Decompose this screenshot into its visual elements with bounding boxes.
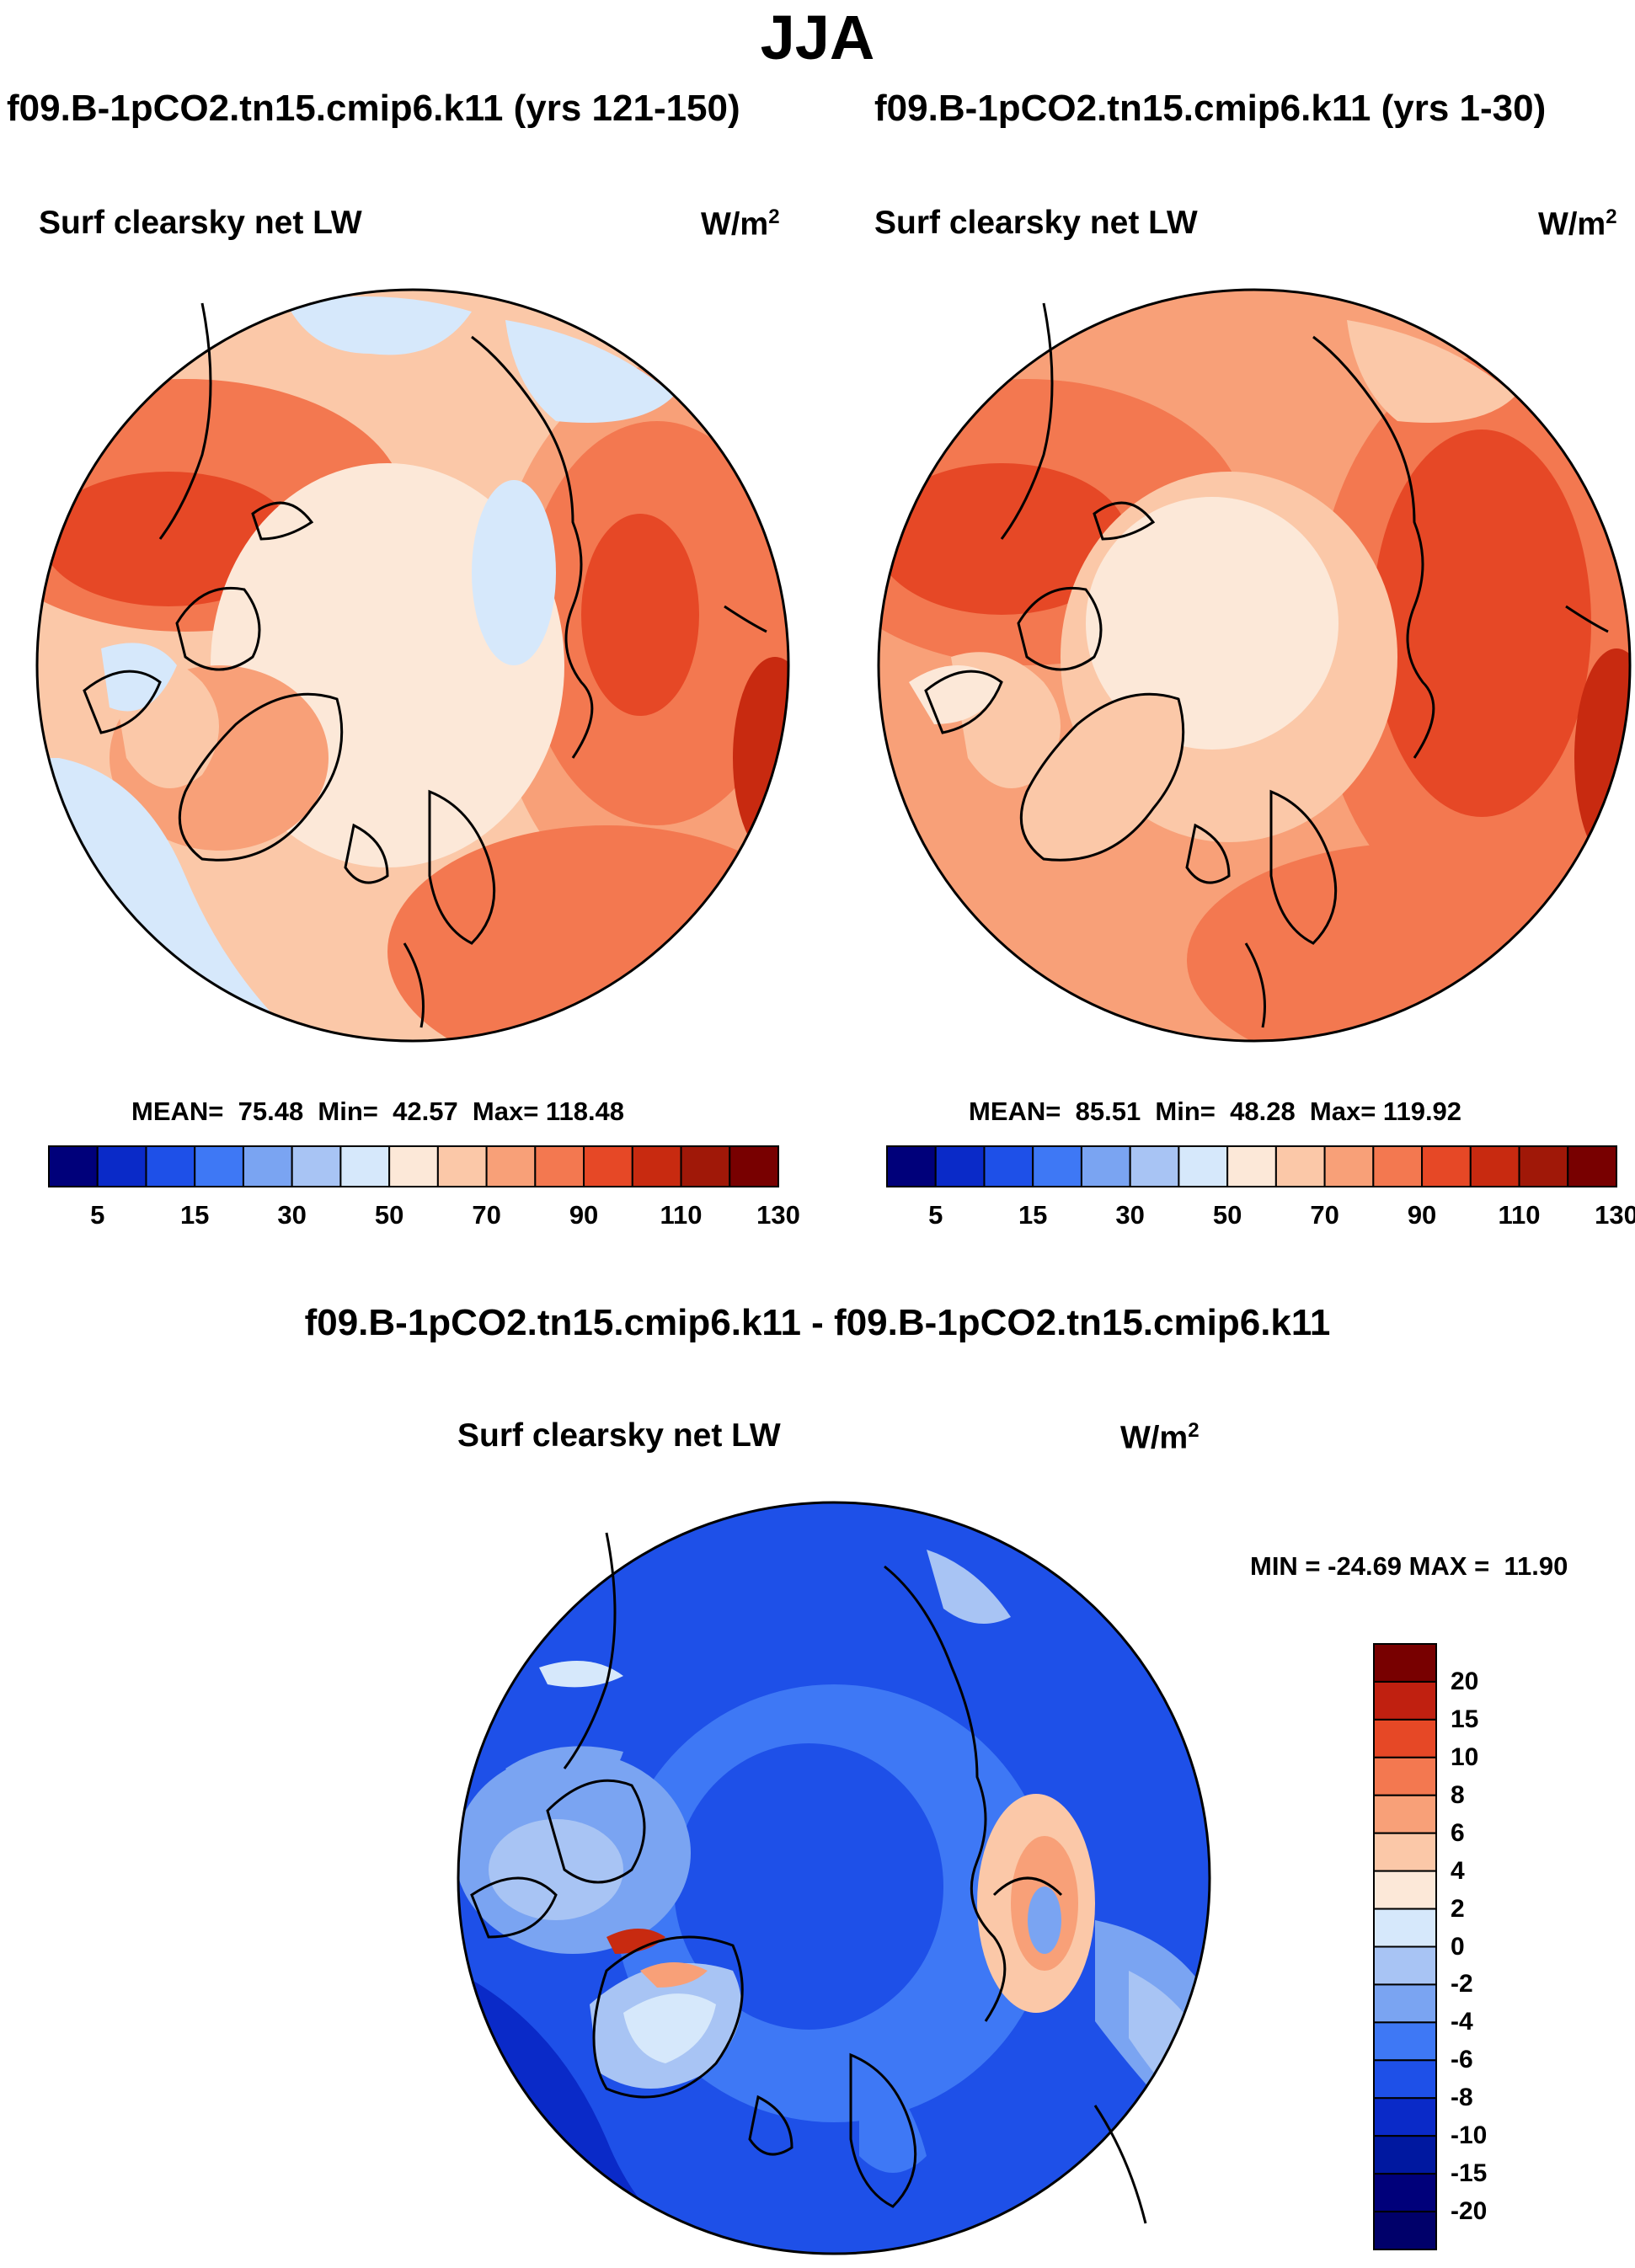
panel-1-colorbar-tick-label: 130 <box>756 1200 800 1230</box>
diff-colorbar-swatch <box>1373 1718 1437 1758</box>
panel-1-colorbar-swatch <box>729 1145 779 1187</box>
panel-2-colorbar-tick-label: 5 <box>928 1200 943 1230</box>
panel-1-colorbar-swatch <box>680 1145 731 1187</box>
panel-2-colorbar-tick-label: 130 <box>1595 1200 1635 1230</box>
panel-2-colorbar-swatch <box>934 1145 986 1187</box>
panel-1-colorbar-swatch <box>48 1145 99 1187</box>
panel-1-colorbar-tick-label: 15 <box>179 1200 210 1230</box>
panel-2-map <box>877 288 1632 1043</box>
panel-1-case-title: f09.B-1pCO2.tn15.cmip6.k11 (yrs 121-150) <box>7 88 740 129</box>
diff-colorbar <box>1373 1643 1437 2250</box>
panel-2-colorbar-swatch <box>886 1145 937 1187</box>
panel-2-stats: MEAN= 85.51 Min= 48.28 Max= 119.92 <box>969 1097 1462 1126</box>
panel-1-colorbar-swatch <box>436 1145 488 1187</box>
panel-2-colorbar-swatch <box>1469 1145 1520 1187</box>
panel-1-colorbar-tick-label: 50 <box>374 1200 404 1230</box>
panel-2-colorbar-swatch <box>983 1145 1034 1187</box>
diff-colorbar-swatch <box>1373 1832 1437 1872</box>
diff-variable-label: Surf clearsky net LW <box>457 1417 781 1454</box>
panel-1-colorbar-swatch <box>534 1145 585 1187</box>
diff-colorbar-swatch <box>1373 1794 1437 1834</box>
diff-colorbar-tick-label: -20 <box>1451 2197 1488 2226</box>
diff-colorbar-swatch <box>1373 1983 1437 2024</box>
diff-colorbar-swatch <box>1373 1756 1437 1796</box>
panel-1-colorbar-swatch <box>583 1145 633 1187</box>
diff-colorbar-tick-label: -15 <box>1451 2159 1488 2188</box>
diff-colorbar-swatch <box>1373 1908 1437 1948</box>
panel-2-colorbar <box>886 1145 1617 1187</box>
diff-colorbar-swatch <box>1373 2135 1437 2175</box>
diff-colorbar-tick-label: 2 <box>1451 1894 1465 1923</box>
diff-case-title: f09.B-1pCO2.tn15.cmip6.k11 - f09.B-1pCO2… <box>304 1302 1331 1343</box>
figure-title: JJA <box>760 3 875 72</box>
diff-units-label: W/m2 <box>1120 1419 1200 1456</box>
panel-2-colorbar-swatch <box>1226 1145 1277 1187</box>
panel-1-stats: MEAN= 75.48 Min= 42.57 Max= 118.48 <box>131 1097 625 1126</box>
diff-colorbar-tick-label: -8 <box>1451 2084 1473 2112</box>
panel-1-colorbar-swatch <box>194 1145 244 1187</box>
panel-1-colorbar-swatch <box>96 1145 147 1187</box>
diff-colorbar-tick-label: 6 <box>1451 1818 1465 1847</box>
panel-2-colorbar-swatch <box>1178 1145 1229 1187</box>
panel-2-variable-label: Surf clearsky net LW <box>874 205 1198 241</box>
diff-colorbar-tick-label: 8 <box>1451 1780 1465 1809</box>
panel-2-colorbar-swatch <box>1080 1145 1131 1187</box>
panel-2-colorbar-swatch <box>1323 1145 1375 1187</box>
panel-2-colorbar-swatch <box>1567 1145 1617 1187</box>
panel-1-colorbar-swatch <box>388 1145 439 1187</box>
diff-colorbar-swatch <box>1373 2211 1437 2250</box>
panel-1-colorbar-tick-label: 5 <box>90 1200 105 1230</box>
panel-2-colorbar-swatch <box>1518 1145 1569 1187</box>
panel-2-colorbar-swatch <box>1421 1145 1472 1187</box>
panel-1-map <box>35 288 790 1043</box>
diff-colorbar-swatch <box>1373 1945 1437 1986</box>
diff-colorbar-swatch <box>1373 1643 1437 1683</box>
diff-colorbar-tick-label: 10 <box>1451 1742 1479 1771</box>
diff-colorbar-swatch <box>1373 2173 1437 2213</box>
panel-1-colorbar-swatch <box>145 1145 196 1187</box>
panel-1-colorbar-tick-label: 110 <box>660 1200 703 1230</box>
diff-colorbar-tick-label: -2 <box>1451 1970 1473 1999</box>
diff-colorbar-tick-label: -6 <box>1451 2046 1473 2074</box>
panel-2-colorbar-tick-label: 50 <box>1212 1200 1242 1230</box>
diff-colorbar-swatch <box>1373 1870 1437 1910</box>
panel-2-colorbar-ticks: 5 15 30 50 70 90 110 130 <box>887 1200 1635 1234</box>
panel-2-colorbar-tick-label: 110 <box>1498 1200 1541 1230</box>
diff-colorbar-tick-label: 4 <box>1451 1856 1465 1885</box>
panel-1-colorbar-swatch <box>631 1145 682 1187</box>
panel-1-units-label: W/m2 <box>701 205 780 243</box>
diff-colorbar-swatch <box>1373 2059 1437 2100</box>
panel-1-variable-label: Surf clearsky net LW <box>39 205 362 241</box>
diff-colorbar-tick-label: 0 <box>1451 1932 1465 1961</box>
diff-colorbar-tick-label: -10 <box>1451 2121 1488 2150</box>
diff-colorbar-swatch <box>1373 2021 1437 2062</box>
panel-2-colorbar-swatch <box>1372 1145 1424 1187</box>
panel-1-colorbar-swatch <box>242 1145 293 1187</box>
panel-1-colorbar-tick-label: 90 <box>569 1200 599 1230</box>
panel-2-units-label: W/m2 <box>1538 205 1617 243</box>
panel-2-colorbar-tick-label: 90 <box>1407 1200 1437 1230</box>
diff-colorbar-ticks: 20 15 10 8 6 4 2 0 -2 -4 -6 -8 -10 -15 -20 <box>1451 1644 1518 2249</box>
diff-colorbar-swatch <box>1373 1680 1437 1721</box>
diff-map <box>457 1501 1211 2255</box>
diff-stats: MIN = -24.69 MAX = 11.90 <box>1250 1551 1568 1581</box>
panel-2-colorbar-swatch <box>1129 1145 1180 1187</box>
panel-1-colorbar-swatch <box>485 1145 537 1187</box>
panel-1-colorbar-tick-label: 70 <box>472 1200 501 1230</box>
panel-1-colorbar-swatch <box>339 1145 391 1187</box>
panel-2-colorbar-tick-label: 15 <box>1018 1200 1048 1230</box>
panel-1-colorbar <box>48 1145 779 1187</box>
diff-colorbar-tick-label: 20 <box>1451 1667 1479 1695</box>
panel-2-colorbar-tick-label: 70 <box>1310 1200 1339 1230</box>
diff-colorbar-tick-label: 15 <box>1451 1705 1479 1733</box>
panel-2-colorbar-swatch <box>1274 1145 1326 1187</box>
panel-1-colorbar-swatch <box>291 1145 342 1187</box>
diff-colorbar-swatch <box>1373 2097 1437 2137</box>
panel-2-colorbar-swatch <box>1032 1145 1082 1187</box>
panel-2-colorbar-tick-label: 30 <box>1115 1200 1145 1230</box>
panel-1-colorbar-ticks: 5 15 30 50 70 90 110 130 <box>49 1200 800 1234</box>
diff-colorbar-tick-label: -4 <box>1451 2008 1473 2036</box>
panel-1-colorbar-tick-label: 30 <box>277 1200 307 1230</box>
panel-2-case-title: f09.B-1pCO2.tn15.cmip6.k11 (yrs 1-30) <box>874 88 1547 129</box>
